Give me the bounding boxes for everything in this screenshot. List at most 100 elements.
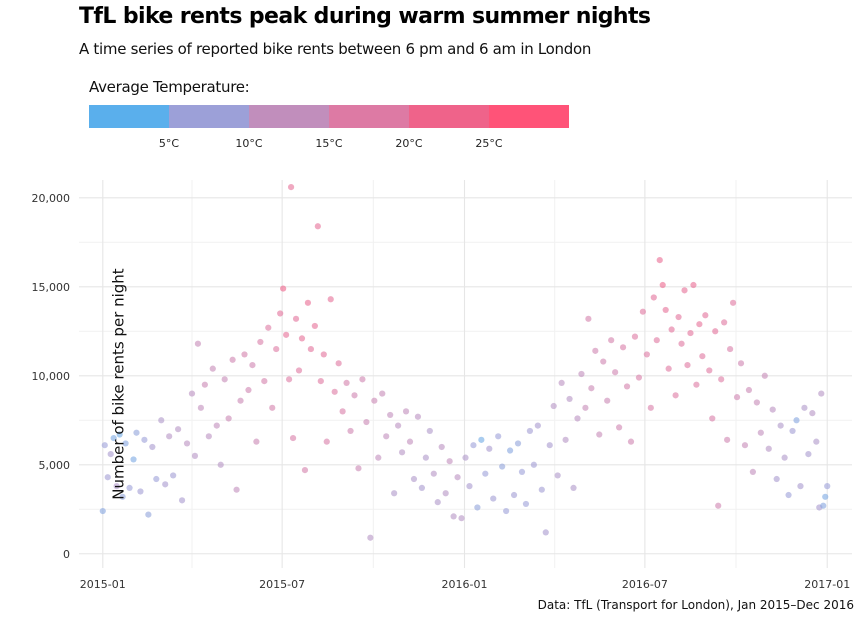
data-point — [612, 369, 619, 376]
data-point — [292, 315, 300, 322]
data-point — [233, 486, 240, 493]
data-point — [824, 483, 831, 490]
data-point — [696, 321, 703, 328]
data-point — [712, 328, 719, 335]
data-point — [153, 475, 160, 483]
data-point — [307, 345, 314, 353]
data-point — [600, 358, 607, 365]
data-point — [225, 415, 232, 422]
legend-swatch — [89, 105, 169, 128]
data-point — [741, 442, 749, 449]
data-point — [678, 340, 685, 347]
data-point — [801, 404, 808, 411]
data-point — [201, 381, 208, 388]
data-point — [724, 436, 731, 443]
data-point — [257, 338, 264, 346]
data-point — [562, 436, 569, 443]
data-point — [777, 422, 784, 429]
data-point — [623, 383, 631, 390]
data-point — [241, 351, 248, 358]
data-point — [383, 433, 390, 440]
data-point — [323, 438, 330, 445]
data-point — [486, 445, 493, 452]
data-point — [820, 502, 827, 509]
legend-tick-label: 5°C — [158, 137, 180, 150]
legend-swatch — [489, 105, 569, 128]
data-point — [518, 468, 526, 475]
data-point — [546, 442, 553, 449]
data-point — [653, 337, 660, 344]
data-point — [122, 440, 129, 447]
data-point — [474, 504, 481, 511]
x-tick-label: 2015-01 — [80, 578, 126, 591]
data-point — [582, 404, 589, 411]
data-point — [681, 287, 688, 294]
data-point — [733, 394, 741, 401]
y-tick-label: 0 — [63, 548, 70, 561]
major-grid: 0 5,000 10,000 15,000 20,000 2015-01 2015-07 20… — [32, 180, 852, 591]
data-point — [145, 511, 152, 518]
data-point — [643, 351, 650, 358]
data-point — [141, 436, 148, 443]
y-tick-label: 10,000 — [32, 370, 71, 383]
data-point — [289, 434, 297, 442]
data-point — [627, 438, 635, 445]
data-point — [690, 281, 697, 289]
data-point — [506, 447, 514, 454]
chart-title: TfL bike rents peak during warm summer n… — [79, 4, 651, 29]
data-point — [295, 367, 303, 374]
data-point — [130, 456, 137, 463]
data-point — [191, 452, 199, 459]
data-point — [175, 426, 182, 433]
data-point — [813, 438, 820, 445]
data-point — [495, 433, 502, 440]
data-point — [107, 450, 114, 458]
data-point — [647, 404, 654, 411]
data-point — [126, 484, 133, 492]
data-point — [805, 450, 812, 458]
data-point — [249, 362, 256, 369]
data-point — [265, 324, 272, 331]
data-point — [221, 376, 228, 383]
data-point — [745, 386, 753, 394]
data-point — [311, 322, 318, 330]
data-point — [749, 468, 756, 475]
data-point — [314, 223, 321, 230]
data-point — [351, 392, 358, 399]
data-point — [616, 424, 623, 431]
chart-caption: Data: TfL (Transport for London), Jan 20… — [537, 598, 854, 612]
data-point — [818, 390, 825, 397]
data-point — [592, 347, 599, 354]
data-point — [273, 345, 280, 353]
data-point — [422, 454, 429, 461]
data-point — [659, 281, 666, 289]
data-point — [304, 299, 312, 306]
data-point — [466, 483, 473, 490]
data-point — [183, 440, 191, 447]
data-point — [137, 488, 144, 495]
data-point — [608, 337, 615, 344]
data-point — [721, 319, 728, 326]
data-point — [99, 507, 106, 515]
data-point — [301, 467, 309, 474]
data-point — [237, 397, 244, 404]
legend-swatch — [329, 105, 409, 128]
data-point — [410, 475, 418, 483]
y-tick-label: 20,000 — [32, 192, 71, 205]
data-point — [426, 427, 433, 435]
data-point — [101, 442, 108, 449]
data-point — [454, 474, 461, 481]
data-point — [631, 333, 639, 340]
data-point — [781, 454, 788, 461]
data-point — [706, 367, 713, 374]
legend-tick-label: 25°C — [475, 137, 503, 150]
data-point — [737, 360, 745, 367]
data-point — [687, 329, 694, 337]
data-point — [793, 417, 800, 424]
data-point — [684, 362, 691, 369]
x-tick-label: 2017-01 — [804, 578, 850, 591]
data-points — [99, 184, 831, 541]
data-point — [462, 454, 469, 461]
chart-subtitle: A time series of reported bike rents bet… — [79, 40, 592, 58]
